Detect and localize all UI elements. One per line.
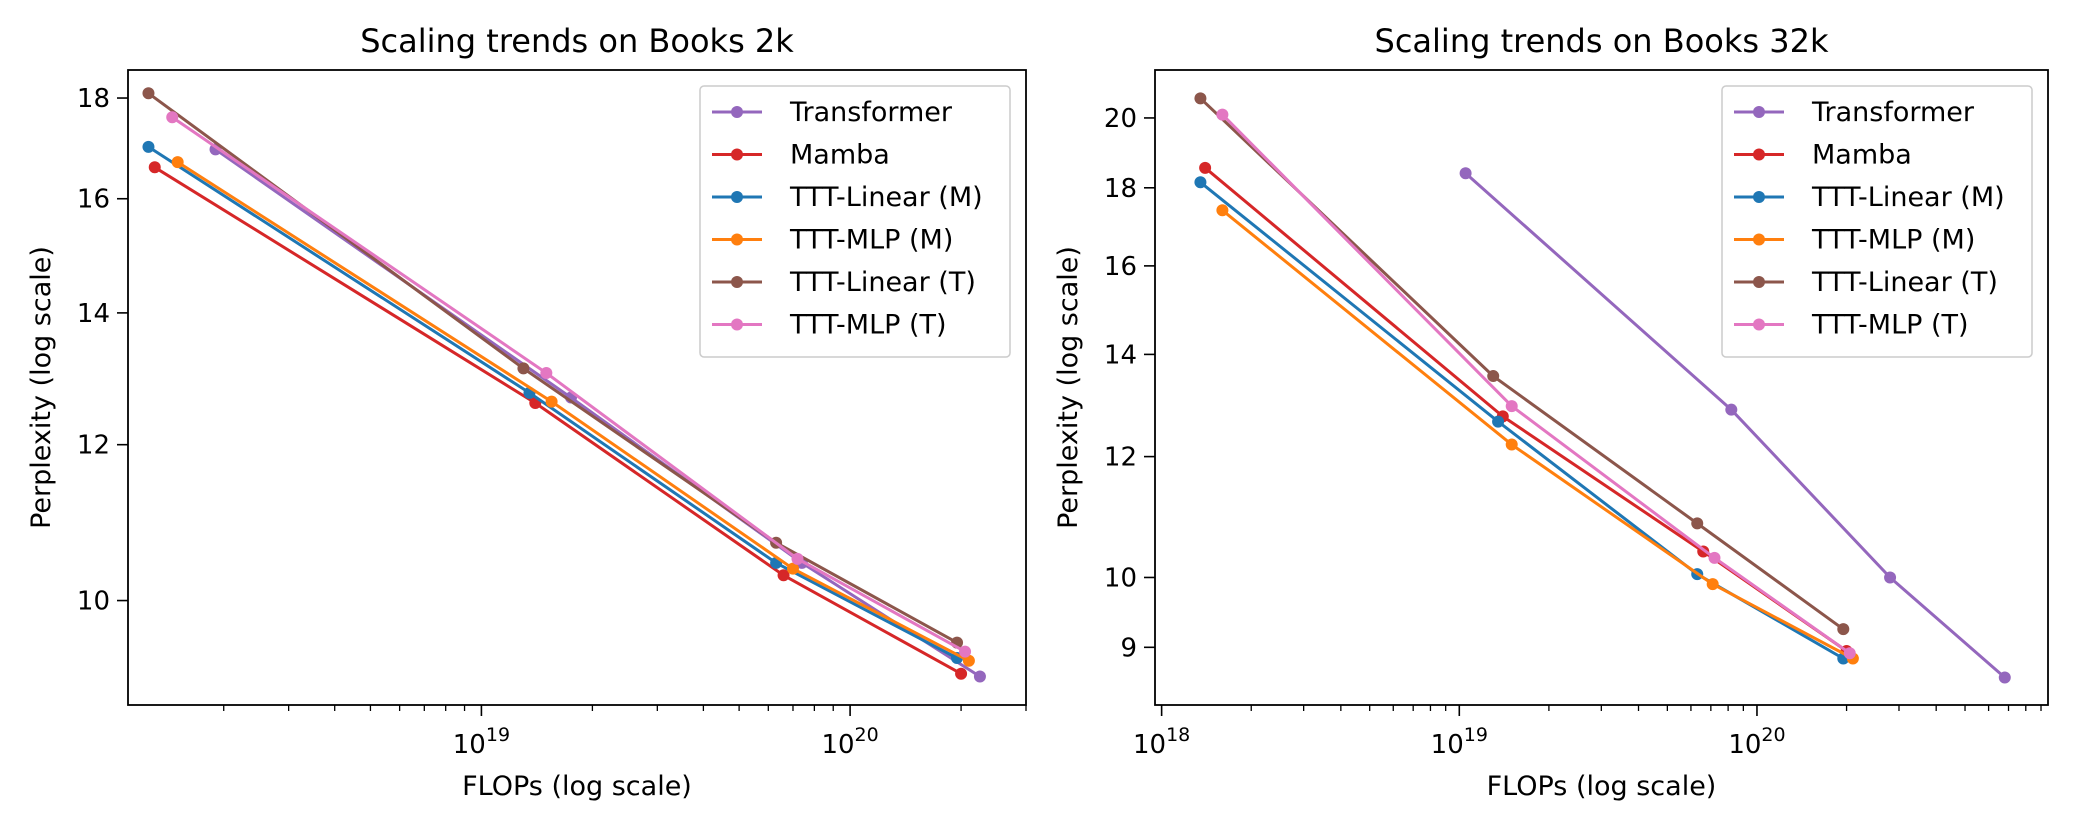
legend-swatch-marker — [1753, 106, 1765, 118]
data-point — [1199, 161, 1212, 174]
legend: Transformer Mamba TTT-Linear (M) TTT-MLP (M… — [699, 85, 1011, 358]
data-point — [1691, 517, 1704, 530]
chart-title: Scaling trends on Books 2k — [360, 22, 794, 60]
y-tick-label: 16 — [1104, 252, 1137, 282]
data-point — [777, 569, 790, 582]
series-line-ttt-mlp-t- — [171, 115, 966, 653]
data-point — [959, 645, 972, 658]
legend-swatch-marker — [731, 191, 743, 203]
data-point — [142, 87, 155, 100]
legend-label: Mamba — [790, 140, 890, 171]
legend-label: TTT-Linear (T) — [789, 267, 976, 298]
y-tick-label: 14 — [77, 299, 110, 329]
data-point — [1843, 647, 1856, 660]
legend-swatch-marker — [731, 318, 743, 331]
data-point — [171, 156, 184, 169]
data-point — [1837, 623, 1850, 636]
data-point — [1706, 578, 1719, 591]
data-point — [142, 140, 155, 153]
data-point — [517, 362, 530, 375]
y-tick-label: 12 — [1104, 443, 1137, 473]
legend-swatch-marker — [731, 148, 743, 161]
data-point — [962, 654, 975, 667]
plot-frame — [127, 69, 1027, 706]
chart-title: Scaling trends on Books 32k — [1375, 22, 1829, 60]
legend-box — [699, 85, 1011, 358]
x-tick-label: 1019 — [1431, 724, 1488, 760]
data-point — [973, 670, 986, 683]
legend-label: Transformer — [789, 97, 953, 128]
data-point — [545, 395, 558, 408]
legend-label: TTT-MLP (M) — [789, 225, 953, 256]
legend-swatch-marker — [731, 106, 743, 118]
data-point — [1459, 167, 1472, 180]
series-line-transformer — [1464, 172, 2006, 679]
series-line-mamba — [153, 166, 962, 676]
legend-swatch-marker — [1753, 191, 1765, 203]
data-point — [1505, 400, 1518, 413]
legend-label: TTT-MLP (T) — [789, 310, 947, 341]
data-point — [1216, 204, 1229, 217]
legend-label: Transformer — [1811, 97, 1975, 128]
data-point — [1487, 370, 1500, 383]
y-tick-label: 14 — [1104, 340, 1137, 370]
y-axis-label: Perplexity (log scale) — [1053, 246, 1084, 529]
legend-swatch-marker — [731, 233, 743, 246]
y-tick-label: 20 — [1104, 104, 1137, 134]
series-line-ttt-linear-m- — [1199, 181, 1845, 660]
legend-swatch-marker — [1753, 233, 1765, 246]
data-point — [1194, 92, 1207, 105]
data-point — [955, 667, 968, 680]
legend-swatch-marker — [731, 276, 743, 288]
data-point — [1492, 415, 1505, 428]
series-line-ttt-linear-t- — [1199, 97, 1845, 631]
legend-label: TTT-Linear (M) — [1811, 182, 2005, 213]
series-line-ttt-linear-m- — [147, 145, 958, 660]
data-point — [1998, 671, 2011, 684]
chart-1: Scaling trends on Books 2k 1019 1020 10 12 14… — [26, 22, 1027, 802]
plot-frame — [1154, 69, 2049, 706]
legend-box — [1721, 85, 2033, 358]
legend-swatch-marker — [1753, 276, 1765, 288]
legend-label: TTT-MLP (M) — [1811, 225, 1975, 256]
data-point — [1725, 403, 1738, 416]
data-point — [791, 552, 804, 565]
legend: Transformer Mamba TTT-Linear (M) TTT-MLP (M… — [1721, 85, 2033, 358]
series-line-ttt-mlp-m- — [176, 160, 970, 663]
x-tick-label: 1018 — [1133, 724, 1190, 760]
y-tick-label: 18 — [77, 84, 110, 114]
y-tick-label: 10 — [77, 587, 110, 617]
data-point — [1505, 438, 1518, 451]
data-point — [1884, 571, 1897, 584]
y-tick-label: 10 — [1104, 563, 1137, 593]
legend-label: TTT-MLP (T) — [1811, 310, 1969, 341]
series-line-ttt-mlp-m- — [1221, 209, 1854, 660]
legend-swatch-marker — [1753, 148, 1765, 161]
legend-label: Mamba — [1812, 140, 1912, 171]
y-tick-label: 9 — [1120, 633, 1137, 663]
data-point — [1708, 551, 1721, 564]
data-point — [1216, 108, 1229, 121]
y-tick-label: 12 — [77, 431, 110, 461]
legend-swatch-marker — [1753, 318, 1765, 331]
legend-label: TTT-Linear (M) — [789, 182, 983, 213]
legend-label: TTT-Linear (T) — [1811, 267, 1998, 298]
y-tick-label: 16 — [77, 185, 110, 215]
x-axis-label: FLOPs (log scale) — [1487, 771, 1717, 802]
y-tick-label: 18 — [1104, 174, 1137, 204]
data-point — [148, 161, 161, 174]
x-tick-label: 1020 — [821, 724, 878, 760]
x-tick-label: 1019 — [453, 724, 510, 760]
x-tick-label: 1020 — [1728, 724, 1785, 760]
series-line-ttt-mlp-t- — [1221, 113, 1851, 655]
data-point — [786, 562, 799, 575]
data-point — [540, 366, 553, 379]
x-axis-label: FLOPs (log scale) — [462, 771, 692, 802]
y-axis-label: Perplexity (log scale) — [26, 246, 57, 529]
data-point — [1194, 176, 1207, 189]
data-point — [166, 111, 179, 124]
